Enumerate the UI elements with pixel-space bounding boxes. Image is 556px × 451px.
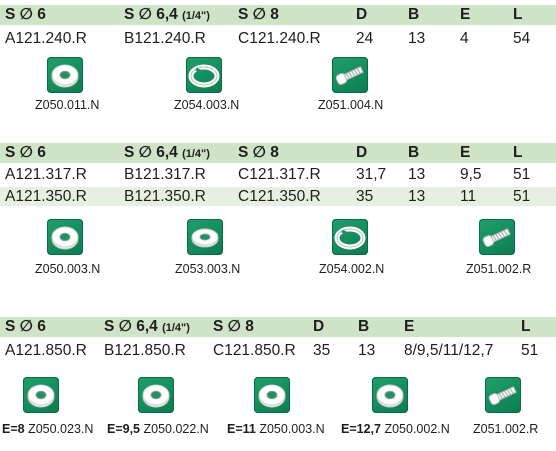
o-ring-icon xyxy=(47,219,83,255)
value-b: 13 xyxy=(408,188,426,205)
part-code: Z051.002.R xyxy=(466,262,532,276)
header-s6: S ∅ 6 xyxy=(5,144,46,161)
code-b: B121.850.R xyxy=(104,342,186,359)
header-d: D xyxy=(356,144,368,161)
code-b: B121.350.R xyxy=(124,188,206,205)
header-s64-main: S ∅ 6,4 xyxy=(124,144,178,161)
part-code: E=9,5 Z050.022.N xyxy=(107,422,209,436)
code-c: C121.850.R xyxy=(213,342,296,359)
part-code: Z053.003.N xyxy=(175,262,241,276)
screw-icon xyxy=(332,57,368,93)
code-c: C121.240.R xyxy=(238,30,321,47)
o-ring-icon xyxy=(372,377,408,413)
value-d: 35 xyxy=(313,342,331,359)
header-l: L xyxy=(521,318,531,335)
value-b: 13 xyxy=(408,30,426,47)
spring-washer-icon xyxy=(332,219,368,255)
part-code: Z054.003.N xyxy=(174,98,240,112)
header-s64: S ∅ 6,4 (1/4") xyxy=(124,144,210,163)
screw-icon xyxy=(485,377,521,413)
spring-washer-icon xyxy=(186,57,222,93)
code-b: B121.240.R xyxy=(124,30,206,47)
part-code-text: Z050.003.N xyxy=(259,422,325,436)
header-s8: S ∅ 8 xyxy=(213,318,254,335)
value-l: 54 xyxy=(513,30,531,47)
code-a: A121.350.R xyxy=(5,188,87,205)
part-e-prefix: E=11 xyxy=(227,422,256,436)
header-s64: S ∅ 6,4 (1/4") xyxy=(104,318,190,337)
part-code-text: Z050.023.N xyxy=(28,422,94,436)
value-l: 51 xyxy=(521,342,539,359)
screw-icon xyxy=(479,219,515,255)
alt-row-bg xyxy=(0,187,556,206)
part-code-text: Z050.022.N xyxy=(143,422,209,436)
section2-header-bar xyxy=(0,143,556,163)
code-a: A121.317.R xyxy=(5,166,87,183)
header-s6: S ∅ 6 xyxy=(5,318,46,335)
header-e: E xyxy=(404,318,415,335)
value-d: 35 xyxy=(356,188,374,205)
header-s64-main: S ∅ 6,4 xyxy=(104,318,158,335)
header-s64-sub: (1/4") xyxy=(182,148,210,160)
part-code: Z051.004.N xyxy=(318,98,384,112)
header-b: B xyxy=(358,318,370,335)
part-code: Z050.011.N xyxy=(35,98,100,112)
part-code: Z054.002.N xyxy=(319,262,385,276)
o-ring-icon xyxy=(254,377,290,413)
value-l: 51 xyxy=(513,166,531,183)
header-b: B xyxy=(408,6,420,23)
header-e: E xyxy=(460,6,471,23)
code-c: C121.317.R xyxy=(238,166,321,183)
header-l: L xyxy=(513,144,523,161)
code-c: C121.350.R xyxy=(238,188,321,205)
flat-washer-icon xyxy=(187,219,223,255)
header-s64: S ∅ 6,4 (1/4") xyxy=(124,6,210,25)
header-s8: S ∅ 8 xyxy=(238,144,279,161)
value-e: 9,5 xyxy=(460,166,482,183)
header-l: L xyxy=(513,6,523,23)
section3-header-bar xyxy=(0,317,556,337)
o-ring-icon xyxy=(138,377,174,413)
value-e: 11 xyxy=(460,188,477,205)
part-code: E=8 Z050.023.N xyxy=(2,422,93,436)
value-b: 13 xyxy=(358,342,376,359)
code-a: A121.240.R xyxy=(5,30,87,47)
part-e-prefix: E=9,5 xyxy=(107,422,141,436)
section1-header-bar xyxy=(0,5,556,25)
value-e: 4 xyxy=(460,30,469,47)
part-code-text: Z050.002.N xyxy=(384,422,450,436)
code-a: A121.850.R xyxy=(5,342,87,359)
code-b: B121.317.R xyxy=(124,166,206,183)
part-code: E=12,7 Z050.002.N xyxy=(341,422,450,436)
header-s64-sub: (1/4") xyxy=(162,322,190,334)
value-d: 24 xyxy=(356,30,374,47)
part-code: Z051.002.R xyxy=(473,422,539,436)
o-ring-icon xyxy=(47,57,83,93)
header-s64-sub: (1/4") xyxy=(182,10,210,22)
header-s64-main: S ∅ 6,4 xyxy=(124,6,178,23)
header-d: D xyxy=(356,6,368,23)
part-e-prefix: E=12,7 xyxy=(341,422,381,436)
value-e: 8/9,5/11/12,7 xyxy=(404,342,494,359)
part-e-prefix: E=8 xyxy=(2,422,25,436)
value-d: 31,7 xyxy=(356,166,387,183)
header-s8: S ∅ 8 xyxy=(238,6,279,23)
header-b: B xyxy=(408,144,420,161)
value-b: 13 xyxy=(408,166,426,183)
header-d: D xyxy=(313,318,325,335)
part-code: E=11 Z050.003.N xyxy=(227,422,325,436)
o-ring-icon xyxy=(23,377,59,413)
value-l: 51 xyxy=(513,188,531,205)
part-code: Z050.003.N xyxy=(35,262,101,276)
header-s6: S ∅ 6 xyxy=(5,6,46,23)
header-e: E xyxy=(460,144,471,161)
